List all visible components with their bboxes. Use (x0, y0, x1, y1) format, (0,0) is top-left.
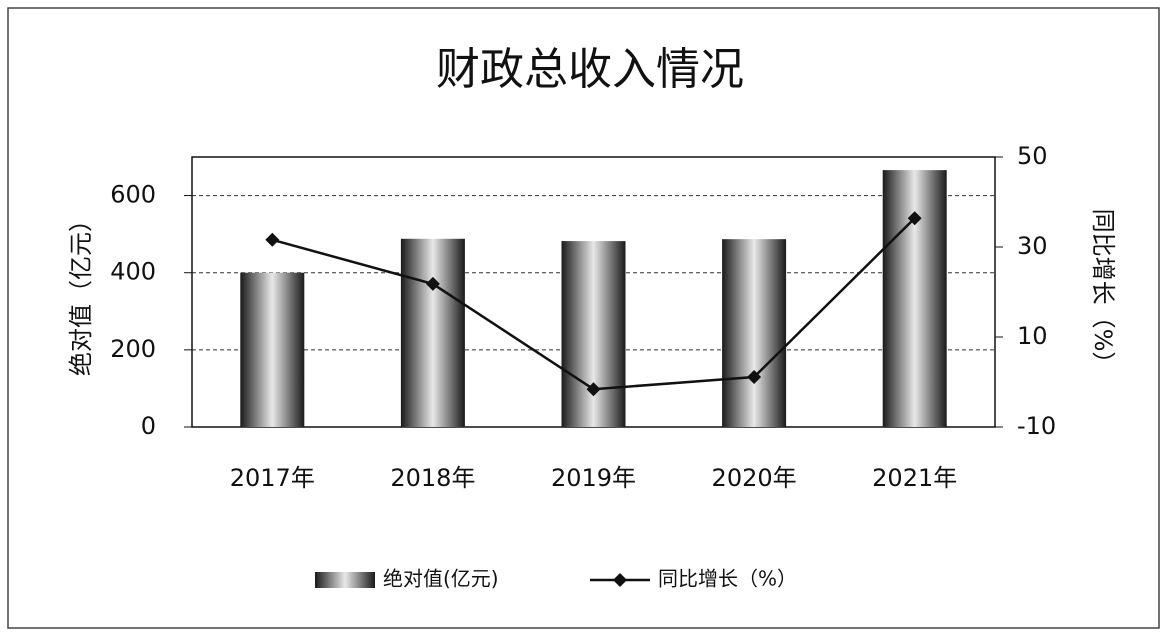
bar (561, 241, 626, 427)
y2-tick-label: 50 (1017, 142, 1048, 170)
y2-axis-label: 同比增长（%） (1089, 209, 1117, 376)
legend-marker (613, 573, 627, 587)
marker (425, 276, 440, 291)
x-tick-label: 2021年 (872, 464, 957, 492)
bar (722, 239, 787, 427)
y-tick-label: 200 (110, 335, 156, 363)
y-tick-label: 0 (141, 412, 156, 440)
marker (907, 211, 922, 226)
marker (747, 370, 762, 385)
frame (7, 7, 1160, 629)
x-tick-label: 2018年 (390, 464, 475, 492)
bar (400, 238, 465, 427)
x-tick-label: 2020年 (712, 464, 797, 492)
legend-swatch (315, 572, 375, 588)
y-tick-label: 600 (110, 181, 156, 209)
chart-title: 财政总收入情况 (436, 44, 744, 95)
x-tick-label: 2019年 (551, 464, 636, 492)
y2-tick-label: -10 (1017, 412, 1056, 440)
x-tick-label: 2017年 (230, 464, 315, 492)
bar (882, 170, 947, 427)
legend-label: 绝对值(亿元) (383, 567, 499, 591)
y-axis-label: 绝对值（亿元） (67, 208, 95, 376)
marker (586, 382, 601, 397)
marker (265, 232, 280, 247)
y-tick-label: 400 (110, 258, 156, 286)
y2-tick-label: 10 (1017, 322, 1048, 350)
y2-tick-label: 30 (1017, 232, 1048, 260)
legend-label: 同比增长（%） (658, 567, 797, 591)
bar (240, 272, 305, 427)
